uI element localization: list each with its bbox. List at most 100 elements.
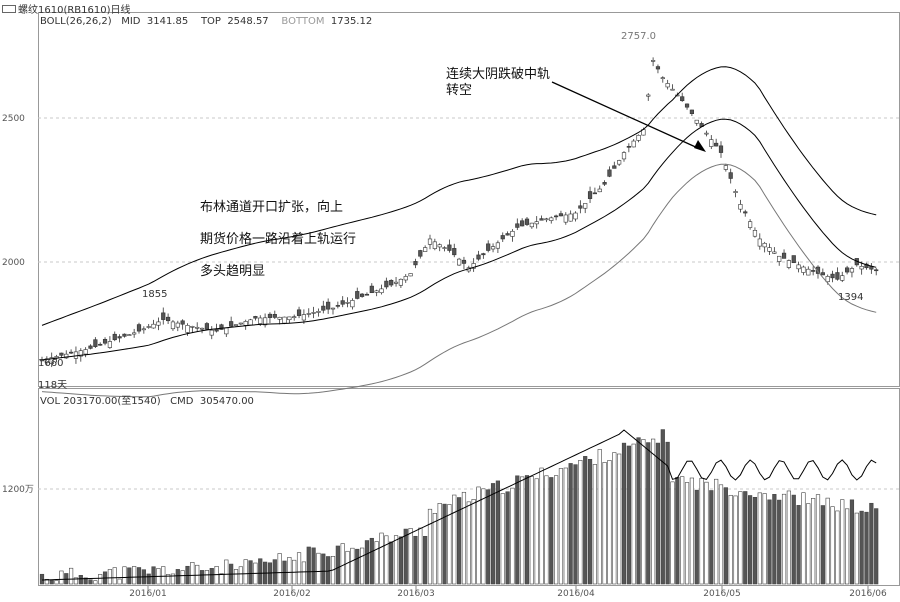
candle-body [849, 268, 855, 273]
candle-body [258, 317, 263, 324]
volume-bar [437, 503, 442, 585]
candle-body [626, 146, 631, 148]
candle-body [510, 230, 515, 237]
volume-bar [335, 545, 340, 585]
volume-bar [772, 494, 777, 585]
volume-bar [69, 567, 74, 585]
open-interest-line [41, 429, 877, 581]
volume-bar [520, 476, 525, 585]
volume-bar [558, 468, 564, 585]
candle-body [874, 269, 879, 272]
candle-body [151, 323, 156, 329]
candle-body [233, 324, 239, 326]
candle-body [437, 244, 442, 248]
volume-bar [743, 491, 748, 585]
candle-body [723, 165, 728, 170]
volume-bar [364, 540, 370, 585]
candle-body [772, 251, 777, 254]
volume-bar [830, 506, 835, 585]
annotation-arrow-shaft [551, 81, 701, 150]
bb-bottom-line [41, 163, 877, 398]
volume-bar [355, 548, 360, 585]
candle-body [277, 316, 282, 320]
volume-bar [151, 566, 156, 585]
candle-body [306, 313, 311, 315]
volume-bar [345, 550, 350, 585]
volume-bar [127, 567, 132, 585]
candle-body [335, 305, 340, 307]
candle-body [607, 169, 612, 177]
volume-bar [326, 556, 331, 585]
candle-body [500, 235, 505, 240]
volume-bar [738, 491, 743, 585]
volume-bar [287, 557, 292, 585]
candle-body [321, 305, 326, 311]
candle-body [747, 221, 753, 228]
candle-body [180, 320, 185, 325]
candle-body [704, 132, 709, 135]
volume-bar [495, 480, 501, 585]
volume-bar [553, 475, 559, 585]
candle-body [558, 213, 564, 217]
candle-body [461, 259, 467, 264]
volume-bar [825, 497, 830, 585]
candle-body [282, 316, 287, 324]
candle-body [791, 255, 796, 264]
peak-2-label: 2757.0 [621, 31, 656, 42]
volume-bar [209, 568, 214, 585]
date-tick-label: 2016/03 [397, 589, 434, 598]
candle-body [398, 278, 404, 286]
volume-bar [515, 475, 520, 585]
candle-body [612, 165, 617, 169]
candle-body [515, 223, 520, 228]
candle-body [117, 336, 122, 339]
volume-bar [864, 511, 869, 585]
date-tick-label: 2016/05 [703, 589, 740, 598]
volume-bar [544, 475, 549, 585]
volume-bar [781, 493, 787, 585]
candle-body [578, 205, 583, 209]
candle-body [262, 317, 268, 326]
candle-body [534, 221, 539, 225]
candle-body [447, 244, 452, 251]
candle-body [811, 270, 816, 272]
volume-bar [466, 501, 471, 585]
candle-body [694, 119, 699, 124]
volume-bar [777, 499, 782, 585]
candle-body [64, 353, 69, 359]
volume-bar [199, 570, 205, 585]
volume-bar [243, 559, 248, 585]
volume-bar [670, 481, 675, 585]
candle-body [175, 322, 180, 328]
candle-body [631, 140, 636, 148]
volume-bar [272, 559, 277, 585]
candle-body [636, 134, 641, 141]
candle-body [384, 280, 389, 288]
volume-header: VOL 203170.00(至1540) CMD 305470.00 [40, 392, 254, 407]
candle-body [311, 312, 316, 314]
candle-body [587, 191, 593, 199]
volume-bar [170, 573, 176, 585]
candle-body [650, 60, 656, 62]
volume-bar [568, 463, 573, 585]
low-start-label: 1660 [38, 358, 64, 369]
candle-body [83, 349, 88, 355]
candle-body [393, 281, 399, 284]
candle-body [301, 314, 307, 321]
volume-bar [621, 442, 627, 585]
volume-bar [238, 566, 243, 585]
candle-body [524, 218, 530, 225]
candle-body [69, 351, 74, 354]
volume-bar [718, 484, 724, 585]
volume-bar [835, 510, 840, 585]
volume-bar [646, 442, 651, 585]
candle-body [553, 215, 559, 218]
volume-bar [481, 488, 486, 585]
volume-bar [471, 499, 476, 585]
candle-body [660, 77, 665, 79]
candle-body [408, 273, 413, 277]
volume-bar [767, 499, 772, 585]
volume-bar [524, 475, 530, 585]
candle-body [665, 83, 670, 88]
volume-bar [675, 476, 680, 585]
